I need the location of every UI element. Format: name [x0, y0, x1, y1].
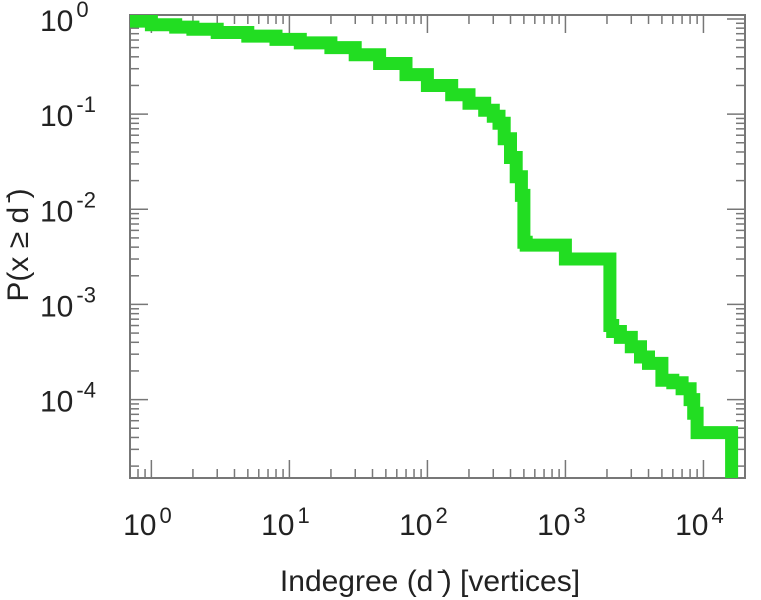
y-tick-base: 10 [40, 5, 73, 38]
y-tick-exponent: -1 [76, 92, 96, 117]
y-tick-label: 10 -1 [40, 92, 96, 133]
x-tick-exponent: 0 [159, 503, 171, 528]
y-tick-label: 10 -4 [40, 378, 96, 419]
x-tick-exponent: 2 [435, 503, 447, 528]
y-tick-label: 10 -3 [40, 282, 96, 323]
x-tick-label: 10 0 [123, 503, 172, 542]
x-tick-base: 10 [537, 509, 570, 542]
minor-ticks [129, 15, 746, 478]
y-tick-label: 10 -2 [40, 187, 96, 228]
series-line [130, 15, 739, 478]
x-tick-base: 10 [399, 509, 432, 542]
y-axis-label: P(x ≥ d ̄) [2, 188, 35, 301]
y-tick-exponent: 0 [76, 0, 88, 22]
y-tick-exponent: -4 [76, 378, 96, 403]
x-tick-exponent: 1 [297, 503, 309, 528]
y-tick-base: 10 [40, 100, 73, 133]
y-tick-label: 10 0 [40, 0, 89, 38]
y-tick-base: 10 [40, 195, 73, 228]
x-tick-exponent: 4 [712, 503, 724, 528]
x-tick-base: 10 [675, 509, 708, 542]
x-tick-label: 10 3 [537, 503, 586, 542]
x-tick-exponent: 3 [573, 503, 585, 528]
y-tick-exponent: -3 [76, 282, 96, 307]
x-axis-label: Indegree (d ̄) [vertices] [280, 565, 580, 598]
y-tick-base: 10 [40, 386, 73, 419]
x-tick-label: 10 1 [261, 503, 310, 542]
y-tick-exponent: -2 [76, 187, 96, 212]
x-tick-base: 10 [123, 509, 156, 542]
x-tick-label: 10 4 [675, 503, 724, 542]
x-tick-base: 10 [261, 509, 294, 542]
series-layer [130, 15, 739, 478]
x-tick-label: 10 2 [399, 503, 448, 542]
y-tick-base: 10 [40, 290, 73, 323]
x-tick-labels: 10 0 10 1 10 2 10 3 10 4 [123, 503, 724, 542]
